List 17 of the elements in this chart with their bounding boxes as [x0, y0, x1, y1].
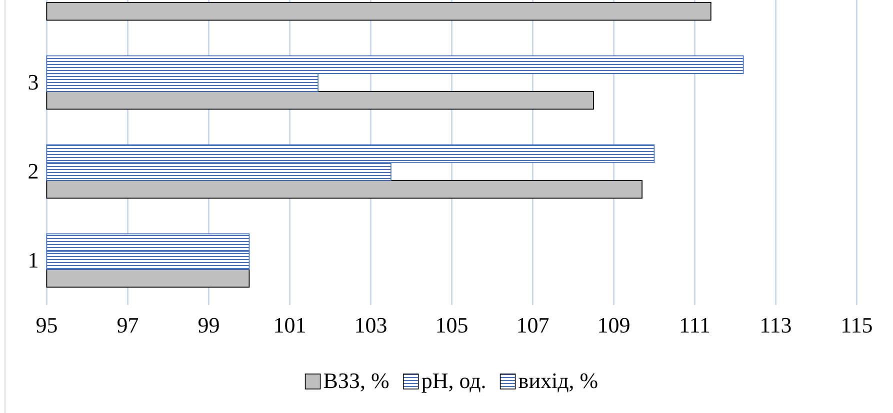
x-tick-label: 103 [354, 312, 388, 338]
x-tick-label: 99 [198, 312, 220, 338]
x-tick-label: 95 [36, 312, 58, 338]
y-tick-label: 3 [28, 70, 39, 95]
y-tick-label: 1 [28, 248, 39, 273]
x-tick-label: 113 [760, 312, 792, 338]
x-tick-label: 101 [273, 312, 306, 338]
x-tick-label: 111 [679, 312, 710, 338]
legend-label: pH, од. [421, 368, 486, 393]
x-tick-label: 97 [116, 312, 139, 338]
legend-label: вихід, % [518, 368, 598, 393]
x-tick-label: 109 [597, 312, 630, 338]
y-tick-label: 2 [28, 158, 39, 184]
x-tick-label: 105 [435, 312, 468, 338]
legend-label: ВЗЗ, % [323, 368, 390, 393]
x-tick-label: 115 [840, 312, 873, 338]
x-tick-label: 107 [516, 312, 550, 338]
